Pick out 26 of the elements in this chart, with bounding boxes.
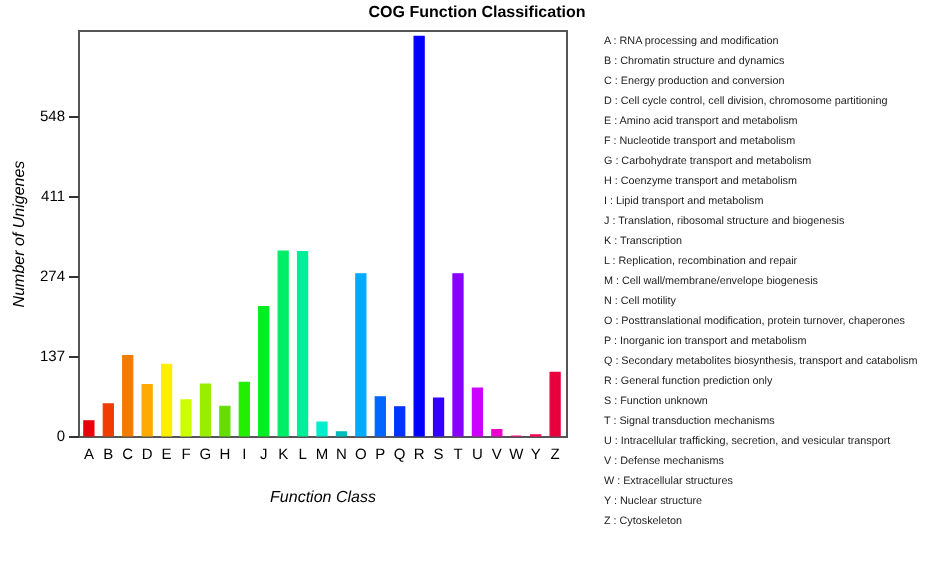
x-axis-title: Function Class: [270, 488, 376, 506]
bar: [394, 406, 406, 437]
bar: [413, 35, 425, 437]
bar: [335, 431, 348, 437]
bar: [199, 383, 212, 437]
chart-title: COG Function Classification: [368, 3, 586, 21]
bar: [296, 251, 309, 437]
bar: [316, 421, 328, 437]
y-axis-title: Number of Unigenes: [9, 160, 28, 308]
bar: [374, 396, 386, 437]
bar: [122, 354, 134, 437]
bar: [160, 363, 173, 437]
bar: [491, 428, 503, 437]
bar: [141, 384, 153, 437]
bar: [102, 403, 114, 437]
bar: [258, 305, 270, 437]
bar: [452, 273, 464, 437]
bar: [471, 387, 484, 437]
bar: [432, 397, 445, 437]
bar: [219, 405, 231, 437]
bar: [549, 371, 561, 437]
bar: [83, 420, 95, 437]
bar: [180, 399, 192, 437]
bar: [355, 273, 367, 437]
bar: [238, 381, 250, 437]
bar: [277, 250, 289, 437]
